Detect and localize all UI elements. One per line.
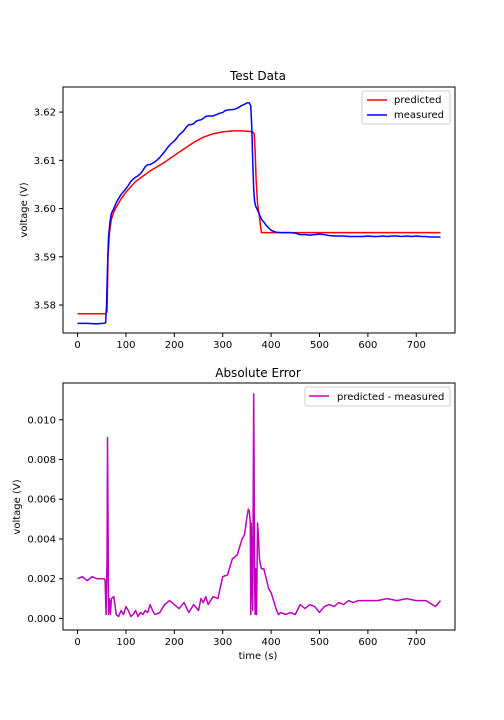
series-line-predicted (77, 130, 441, 315)
x-tick-label: 400 (262, 340, 281, 351)
y-tick-label: 0.004 (27, 534, 56, 545)
axis-ticks: 0 100 200 300 400 500 600 700 3.58 3.59 3.60 3.61 3.… (34, 108, 426, 351)
y-tick-label: 0.006 (27, 495, 56, 506)
axis-ticks: 0 100 200 300 400 500 600 700 0.000 0.002 0.004 0.0… (27, 415, 425, 648)
y-tick-label: 3.58 (34, 301, 56, 312)
chart-title: Test Data (229, 69, 286, 83)
y-tick-label: 0.002 (27, 574, 56, 585)
legend-label-error: predicted - measured (337, 392, 444, 403)
absolute-error-chart: Absolute Error time (s) voltage (V) 0 100… (12, 366, 456, 662)
x-tick-label: 300 (213, 637, 232, 648)
y-tick-label: 0.008 (27, 455, 56, 466)
legend: predicted measured (361, 90, 451, 125)
x-tick-label: 200 (165, 340, 184, 351)
y-tick-label: 3.59 (34, 252, 56, 263)
x-tick-label: 100 (116, 637, 135, 648)
x-tick-label: 500 (310, 340, 329, 351)
x-tick-label: 700 (407, 340, 426, 351)
legend-label-predicted: predicted (394, 95, 441, 106)
x-tick-label: 200 (165, 637, 184, 648)
axes-frame (62, 382, 456, 631)
x-tick-label: 100 (116, 340, 135, 351)
y-axis-label: voltage (V) (19, 182, 30, 237)
x-tick-label: 600 (358, 340, 377, 351)
series-line-measured (77, 102, 441, 325)
x-tick-label: 600 (358, 637, 377, 648)
series-line-predicted-measured (77, 393, 442, 618)
legend: predicted - measured (304, 386, 451, 407)
chart-title: Absolute Error (215, 366, 301, 380)
y-tick-label: 3.61 (34, 156, 56, 167)
plot-area (77, 393, 442, 618)
x-tick-label: 0 (74, 340, 80, 351)
x-tick-label: 400 (262, 637, 281, 648)
y-tick-label: 3.62 (34, 108, 56, 119)
x-axis-label: time (s) (239, 651, 278, 662)
y-tick-label: 0.000 (27, 614, 56, 625)
y-axis-label: voltage (V) (12, 479, 23, 534)
x-tick-label: 500 (310, 637, 329, 648)
x-tick-label: 0 (74, 637, 80, 648)
plot-area (77, 102, 441, 325)
legend-box (304, 386, 451, 407)
test-data-chart: Test Data voltage (V) 0 100 200 300 400 500 60… (19, 69, 456, 351)
y-tick-label: 0.010 (27, 415, 56, 426)
x-tick-label: 300 (213, 340, 232, 351)
axes-frame (62, 86, 456, 334)
legend-label-measured: measured (394, 110, 444, 121)
y-tick-label: 3.60 (34, 204, 56, 215)
x-tick-label: 700 (407, 637, 426, 648)
